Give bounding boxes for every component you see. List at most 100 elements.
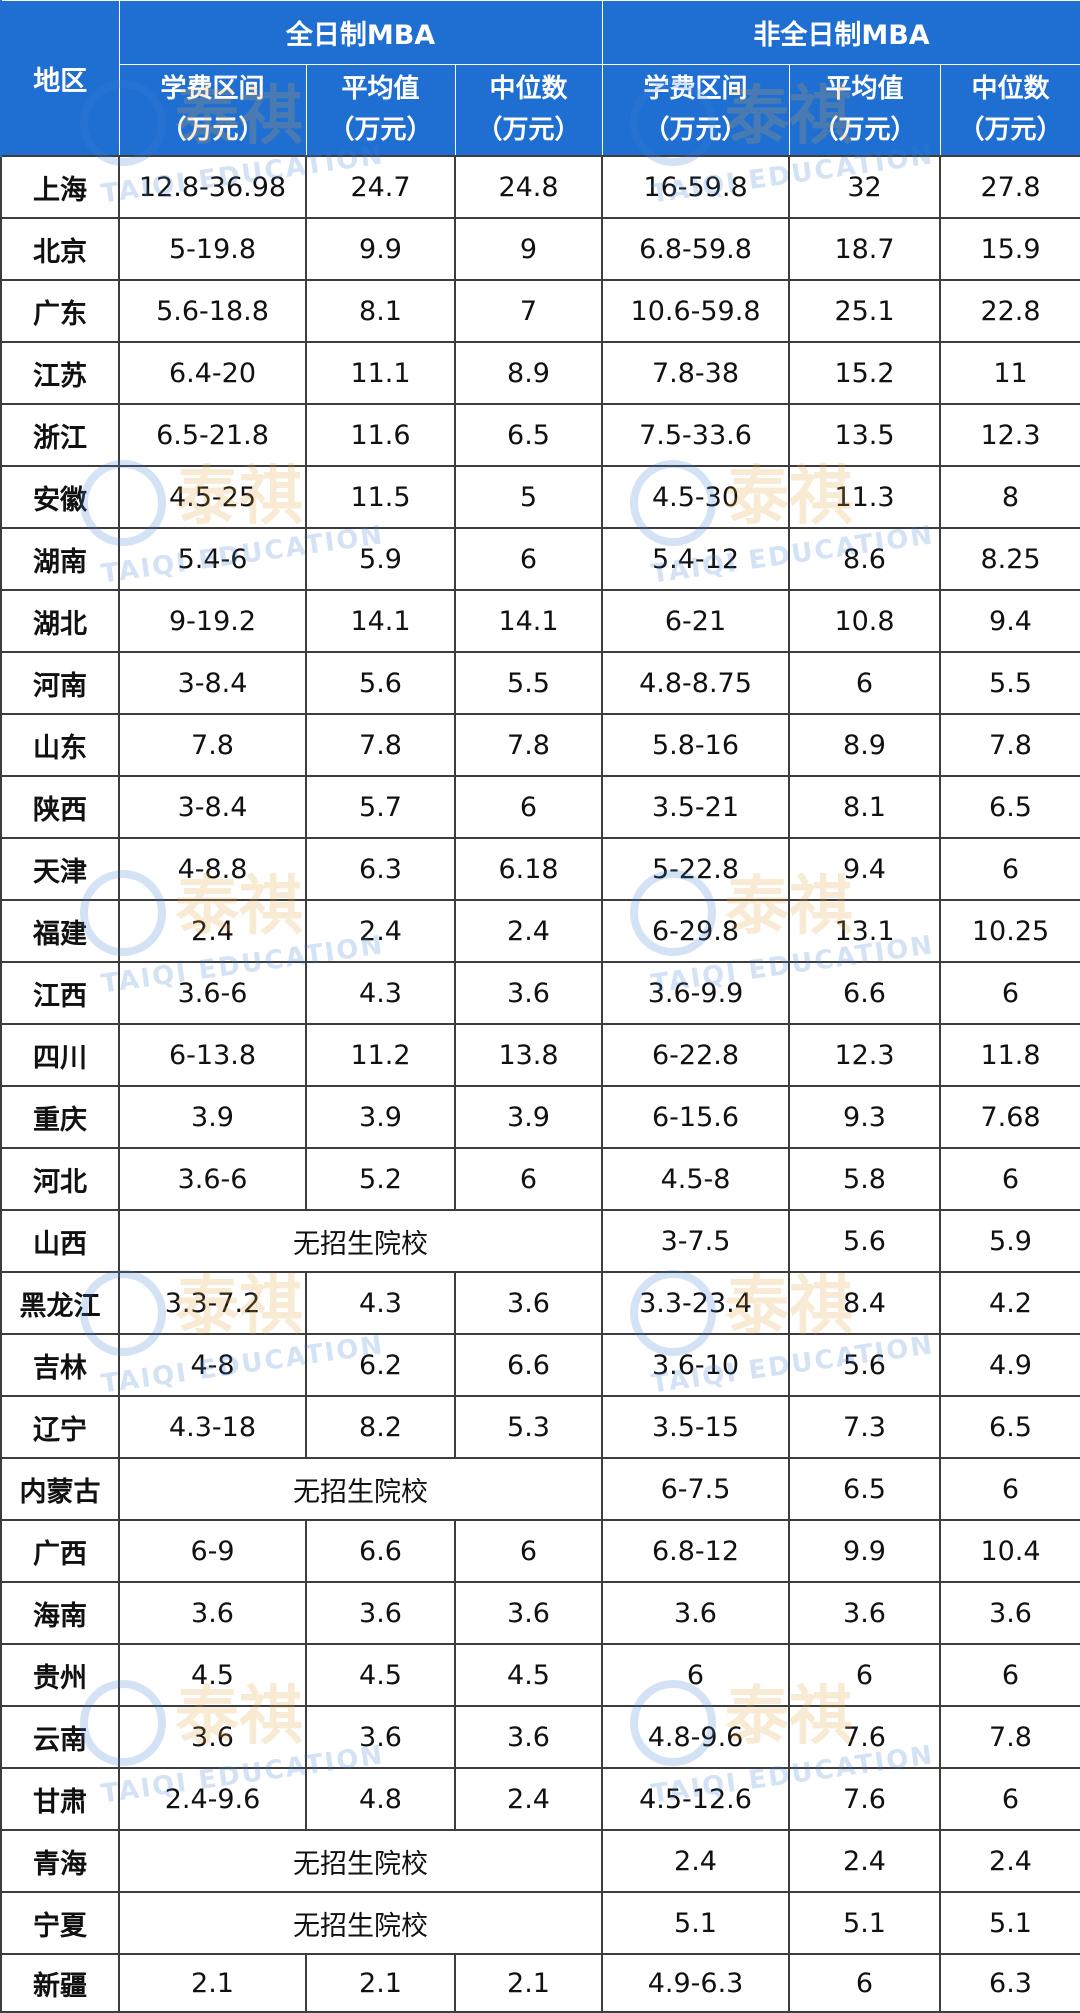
pt-range-cell: 5.1 [601,1891,791,1955]
table-row: 贵州 4.5 4.5 4.5 6 6 6 [0,1643,1080,1707]
table-row: 海南 3.6 3.6 3.6 3.6 3.6 3.6 [0,1581,1080,1645]
pt-range-cell: 4.5-8 [601,1147,791,1211]
pt-median-cell: 15.9 [939,217,1080,281]
pt-range-header: 学费区间 （万元） [601,64,790,157]
region-cell: 重庆 [0,1085,120,1149]
table-row: 河北 3.6-6 5.2 6 4.5-8 5.8 6 [0,1147,1080,1211]
ft-range-cell: 3.6 [118,1705,307,1769]
table-row: 吉林 4-8 6.2 6.6 3.6-10 5.6 4.9 [0,1333,1080,1397]
ft-median-cell: 3.6 [453,1271,604,1335]
ft-median-cell: 7 [453,279,604,343]
pt-median-cell: 6 [939,961,1080,1025]
ft-range-cell: 4.5 [118,1643,307,1707]
ft-average-cell: 3.6 [305,1581,456,1645]
region-cell: 辽宁 [0,1395,120,1459]
table-row: 山东 7.8 7.8 7.8 5.8-16 8.9 7.8 [0,713,1080,777]
ft-median-cell: 8.9 [453,341,604,405]
ft-range-cell: 4.3-18 [118,1395,307,1459]
ft-range-cell: 5.6-18.8 [118,279,307,343]
table-row: 宁夏 无招生院校 5.1 5.1 5.1 [0,1891,1080,1955]
ft-average-cell: 5.2 [305,1147,456,1211]
pt-median-cell: 8.25 [939,527,1080,591]
pt-median-cell: 9.4 [939,589,1080,653]
pt-median-cell: 10.25 [939,899,1080,963]
pt-range-cell: 3.6 [601,1581,791,1645]
pt-average-cell: 18.7 [788,217,942,281]
table-row: 河南 3-8.4 5.6 5.5 4.8-8.75 6 5.5 [0,651,1080,715]
pt-range-cell: 10.6-59.8 [601,279,791,343]
pt-average-cell: 10.8 [788,589,942,653]
pt-median-cell: 10.4 [939,1519,1080,1583]
ft-range-cell: 3.6 [118,1581,307,1645]
region-cell: 北京 [0,217,120,281]
ft-range-cell: 7.8 [118,713,307,777]
pt-range-cell: 6-22.8 [601,1023,791,1087]
table-row: 陕西 3-8.4 5.7 6 3.5-21 8.1 6.5 [0,775,1080,839]
table-row: 江苏 6.4-20 11.1 8.9 7.8-38 15.2 11 [0,341,1080,405]
ft-range-header: 学费区间 （万元） [118,64,307,157]
table-row: 辽宁 4.3-18 8.2 5.3 3.5-15 7.3 6.5 [0,1395,1080,1459]
pt-median-cell: 6 [939,837,1080,901]
no-school-cell: 无招生院校 [117,1209,604,1273]
pt-median-cell: 22.8 [939,279,1080,343]
table-body: 上海 12.8-36.98 24.7 24.8 16-59.8 32 27.8 北京 5-19.… [0,155,1080,2013]
pt-average-cell: 25.1 [788,279,942,343]
region-cell: 吉林 [0,1333,120,1397]
table-row: 浙江 6.5-21.8 11.6 6.5 7.5-33.6 13.5 12.3 [0,403,1080,467]
no-school-cell: 无招生院校 [117,1457,604,1521]
ft-average-cell: 24.7 [305,155,456,219]
pt-median-cell: 6.3 [939,1953,1080,2013]
pt-range-cell: 3.5-15 [601,1395,791,1459]
ft-average-cell: 2.4 [305,899,456,963]
pt-range-cell: 4.5-30 [601,465,791,529]
pt-median-cell: 8 [939,465,1080,529]
ft-average-cell: 6.6 [305,1519,456,1583]
pt-average-cell: 8.9 [788,713,942,777]
region-cell: 江西 [0,961,120,1025]
ft-median-cell: 6 [453,527,604,591]
pt-median-cell: 12.3 [939,403,1080,467]
pt-range-cell: 3-7.5 [601,1209,791,1273]
region-cell: 广西 [0,1519,120,1583]
ft-median-cell: 3.6 [453,961,604,1025]
region-cell: 内蒙古 [0,1457,120,1521]
ft-median-cell: 3.6 [453,1581,604,1645]
pt-average-cell: 32 [788,155,942,219]
pt-average-cell: 13.1 [788,899,942,963]
pt-average-cell: 5.6 [788,1209,942,1273]
pt-median-cell: 11.8 [939,1023,1080,1087]
ft-range-cell: 3.6-6 [118,1147,307,1211]
region-cell: 湖南 [0,527,120,591]
region-cell: 新疆 [0,1953,120,2013]
pt-median-cell: 6 [939,1147,1080,1211]
ft-average-cell: 4.5 [305,1643,456,1707]
table-row: 内蒙古 无招生院校 6-7.5 6.5 6 [0,1457,1080,1521]
region-cell: 贵州 [0,1643,120,1707]
ft-average-cell: 9.9 [305,217,456,281]
ft-median-cell: 13.8 [453,1023,604,1087]
table-row: 天津 4-8.8 6.3 6.18 5-22.8 9.4 6 [0,837,1080,901]
pt-range-cell: 4.8-9.6 [601,1705,791,1769]
ft-range-cell: 6.5-21.8 [118,403,307,467]
region-cell: 上海 [0,155,120,219]
ft-median-cell: 3.9 [453,1085,604,1149]
table-row: 安徽 4.5-25 11.5 5 4.5-30 11.3 8 [0,465,1080,529]
pt-average-cell: 8.6 [788,527,942,591]
pt-median-cell: 6 [939,1643,1080,1707]
ft-median-cell: 5.5 [453,651,604,715]
pt-average-cell: 5.8 [788,1147,942,1211]
ft-average-cell: 11.5 [305,465,456,529]
pt-median-cell: 4.2 [939,1271,1080,1335]
table-row: 湖北 9-19.2 14.1 14.1 6-21 10.8 9.4 [0,589,1080,653]
table-row: 四川 6-13.8 11.2 13.8 6-22.8 12.3 11.8 [0,1023,1080,1087]
region-cell: 湖北 [0,589,120,653]
ft-range-cell: 3-8.4 [118,651,307,715]
pt-median-cell: 7.8 [939,1705,1080,1769]
pt-range-cell: 4.8-8.75 [601,651,791,715]
no-school-cell: 无招生院校 [117,1829,604,1893]
region-cell: 甘肃 [0,1767,120,1831]
ft-median-cell: 14.1 [453,589,604,653]
pt-average-cell: 11.3 [788,465,942,529]
ft-range-cell: 6.4-20 [118,341,307,405]
ft-range-cell: 2.4-9.6 [118,1767,307,1831]
